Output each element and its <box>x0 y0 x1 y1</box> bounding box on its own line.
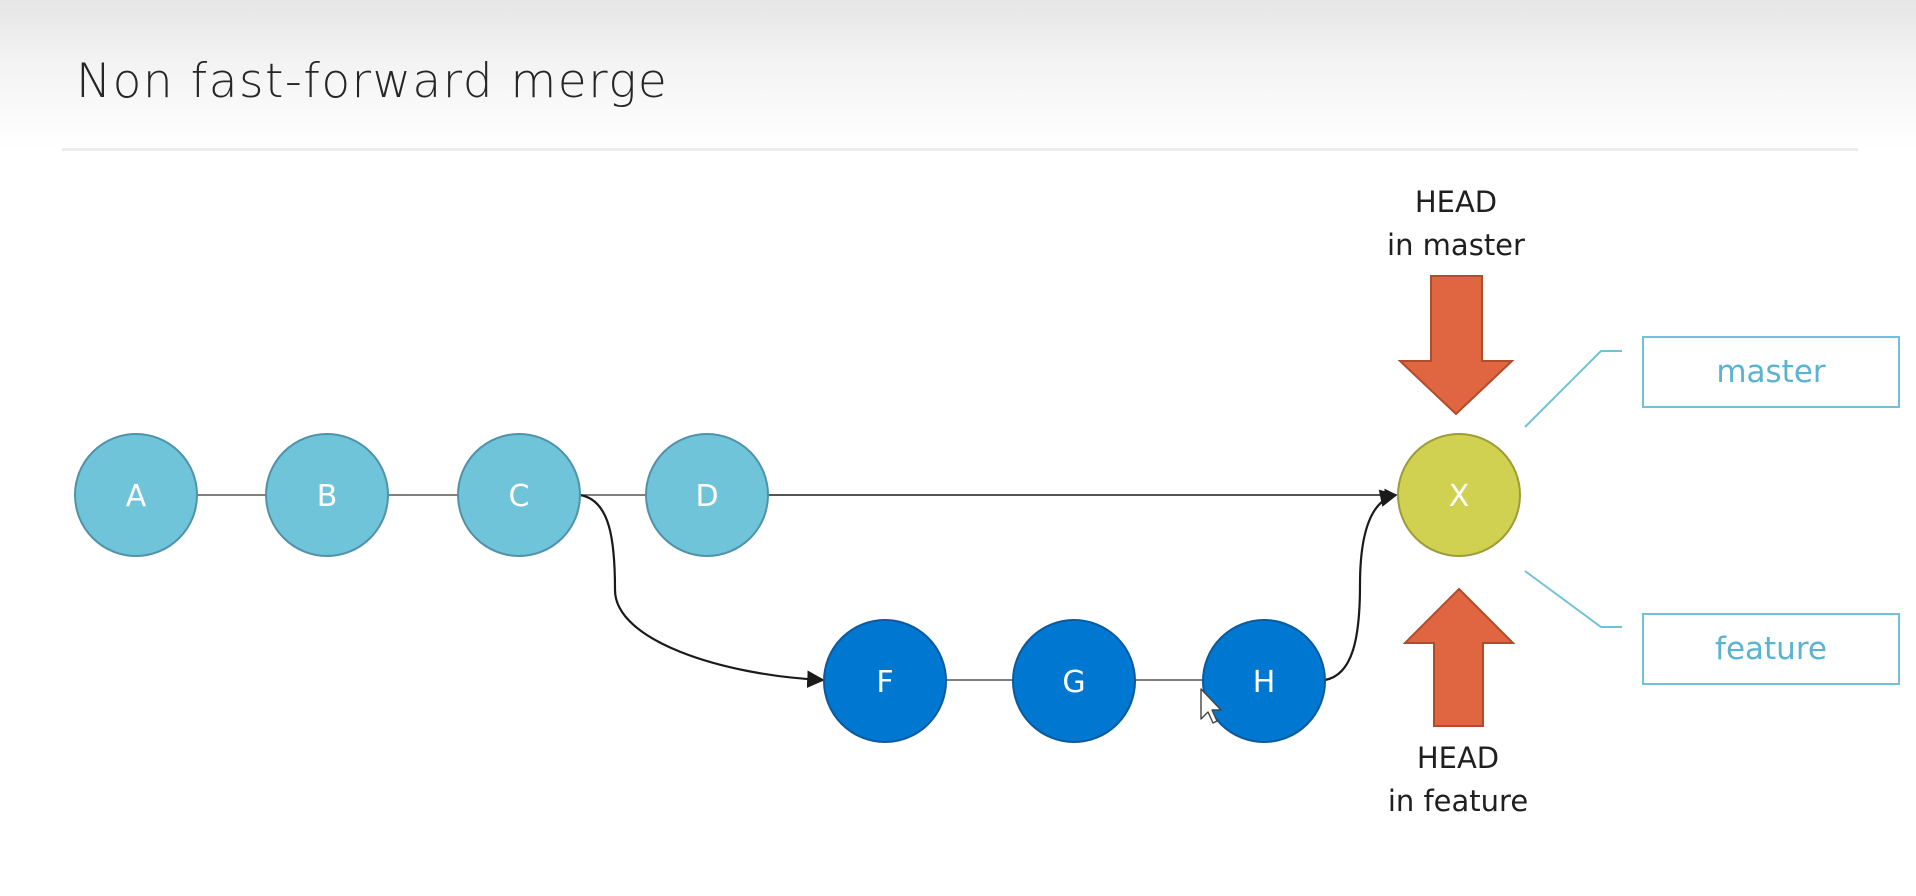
head-feature-label: HEAD in feature <box>1378 737 1538 823</box>
title-band <box>0 0 1916 150</box>
edge-c-f <box>579 493 825 689</box>
branch-label-feature[interactable]: feature <box>1642 613 1900 685</box>
mouse-cursor-icon <box>1200 688 1222 724</box>
head-master-label-line1: HEAD <box>1414 185 1498 219</box>
commit-a[interactable]: A <box>74 433 198 557</box>
head-feature-label-line2: in feature <box>1387 784 1529 818</box>
commit-f[interactable]: F <box>823 619 947 743</box>
commit-a-label: A <box>126 479 147 514</box>
commit-d[interactable]: D <box>645 433 769 557</box>
head-master-label: HEAD in master <box>1376 181 1536 267</box>
edge-h-x <box>1324 489 1398 682</box>
title-divider <box>62 148 1858 151</box>
commit-d-label: D <box>695 479 718 514</box>
commit-h[interactable]: H <box>1202 619 1326 743</box>
commit-b-label: B <box>317 479 338 514</box>
commit-h-label: H <box>1253 665 1276 700</box>
commit-b[interactable]: B <box>265 433 389 557</box>
commit-g-label: G <box>1062 665 1085 700</box>
commit-x-label: X <box>1449 479 1470 514</box>
head-feature-label-line1: HEAD <box>1416 741 1500 775</box>
feature-connector <box>1524 570 1622 628</box>
master-connector <box>1524 350 1622 428</box>
head-master-arrow <box>1397 275 1515 416</box>
commit-g[interactable]: G <box>1012 619 1136 743</box>
commit-c[interactable]: C <box>457 433 581 557</box>
commit-f-label: F <box>876 665 893 700</box>
commit-c-label: C <box>509 479 530 514</box>
branch-label-master[interactable]: master <box>1642 336 1900 408</box>
head-master-label-line2: in master <box>1387 228 1525 262</box>
page-title: Non fast-forward merge <box>76 54 669 109</box>
commit-x-merge[interactable]: X <box>1397 433 1521 557</box>
head-feature-arrow <box>1402 587 1516 727</box>
